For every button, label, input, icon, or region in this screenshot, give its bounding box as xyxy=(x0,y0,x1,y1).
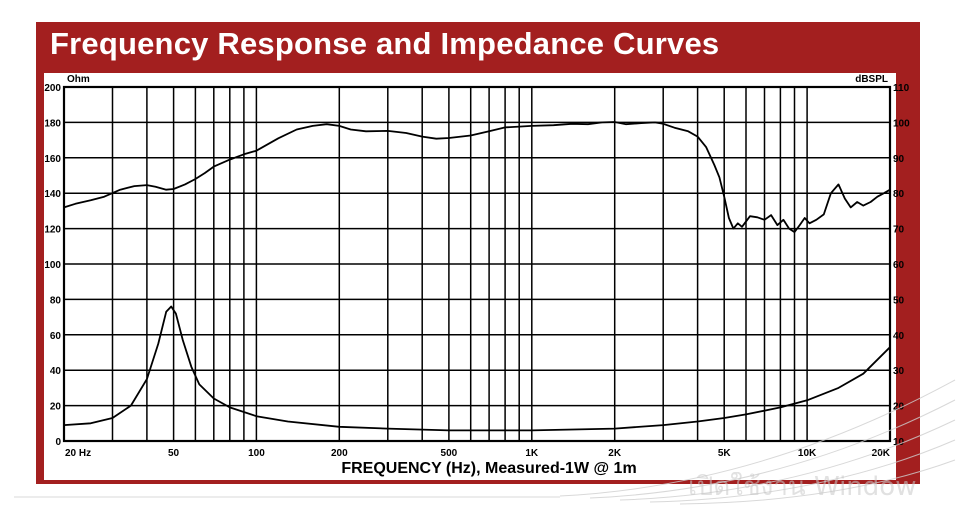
left-tick-label: 60 xyxy=(50,331,62,342)
x-tick-label: 500 xyxy=(441,448,458,459)
right-tick-label: 60 xyxy=(893,260,905,271)
plot-border xyxy=(62,85,892,443)
left-tick-label: 200 xyxy=(44,83,61,94)
x-tick-label: 50 xyxy=(168,448,180,459)
right-tick-label: 20 xyxy=(893,402,905,413)
left-axis-unit: Ohm xyxy=(67,74,90,85)
right-tick-label: 40 xyxy=(893,331,905,342)
impedance-line xyxy=(63,305,891,432)
left-tick-label: 40 xyxy=(50,366,62,377)
x-tick-label: 1K xyxy=(525,448,539,459)
left-tick-label: 120 xyxy=(44,225,61,236)
left-tick-label: 20 xyxy=(50,402,62,413)
spl-response-line xyxy=(63,121,891,233)
left-tick-label: 140 xyxy=(44,189,61,200)
right-axis-unit: dBSPL xyxy=(855,74,888,85)
left-tick-label: 180 xyxy=(44,118,61,129)
x-tick-label: 20K xyxy=(872,448,891,459)
x-tick-label: 200 xyxy=(331,448,348,459)
x-tick-label: 2K xyxy=(608,448,622,459)
right-tick-label: 70 xyxy=(893,225,905,236)
x-tick-label: 20 Hz xyxy=(65,448,91,459)
left-tick-label: 80 xyxy=(50,295,62,306)
left-tick-label: 160 xyxy=(44,154,61,165)
x-axis-label: FREQUENCY (Hz), Measured-1W @ 1m xyxy=(341,460,636,477)
left-tick-label: 100 xyxy=(44,260,61,271)
right-tick-label: 90 xyxy=(893,154,905,165)
right-tick-label: 50 xyxy=(893,295,905,306)
left-tick-label: 0 xyxy=(55,437,61,448)
right-tick-label: 10 xyxy=(893,437,905,448)
os-activation-watermark: เปิดใช้งาน Window xyxy=(688,472,917,502)
right-tick-label: 80 xyxy=(893,189,905,200)
x-tick-label: 10K xyxy=(798,448,817,459)
right-tick-label: 100 xyxy=(893,118,910,129)
chart-title: Frequency Response and Impedance Curves xyxy=(50,26,720,61)
x-tick-label: 5K xyxy=(718,448,732,459)
right-tick-label: 30 xyxy=(893,366,905,377)
right-tick-label: 110 xyxy=(893,83,910,94)
x-tick-label: 100 xyxy=(248,448,265,459)
